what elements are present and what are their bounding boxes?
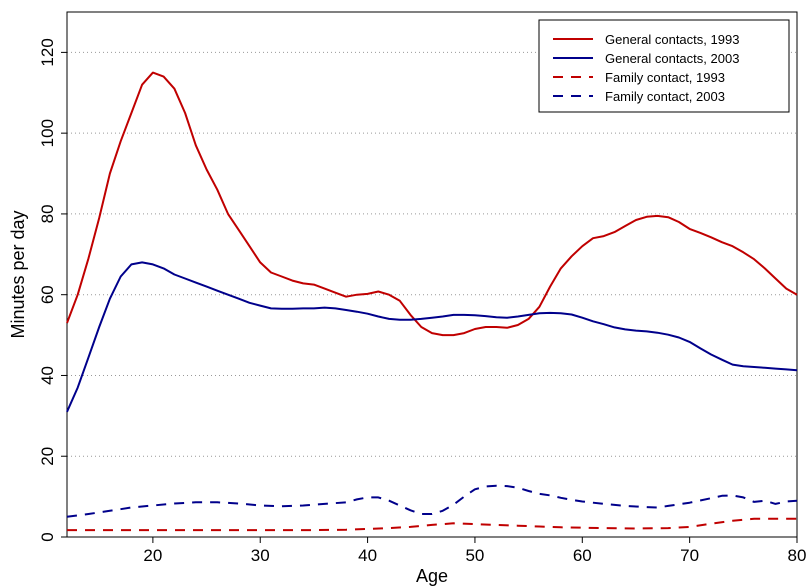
y-axis-title: Minutes per day	[8, 210, 28, 338]
plot-area-frame	[66, 11, 798, 538]
legend: General contacts, 1993 General contacts, …	[538, 19, 790, 113]
x-tick-label: 80	[788, 546, 807, 565]
legend-label: Family contact, 1993	[605, 70, 725, 85]
x-tick-label: 70	[680, 546, 699, 565]
series-layer	[66, 71, 798, 532]
series-line-1	[66, 71, 798, 337]
y-tick-label: 60	[38, 285, 57, 304]
series-line-4	[66, 484, 798, 518]
y-tick-label: 0	[38, 532, 57, 541]
y-tick-label: 100	[38, 119, 57, 147]
x-tick-label: 30	[251, 546, 270, 565]
x-axis: 20 30 40 50 60 70 80	[143, 537, 806, 565]
x-tick-label: 40	[358, 546, 377, 565]
y-tick-label: 80	[38, 204, 57, 223]
series-line-2	[66, 261, 798, 413]
y-tick-label: 40	[38, 366, 57, 385]
legend-label: General contacts, 1993	[605, 32, 739, 47]
x-tick-label: 50	[465, 546, 484, 565]
gridlines	[67, 51, 797, 457]
x-axis-title: Age	[416, 566, 448, 586]
legend-label: General contacts, 2003	[605, 51, 739, 66]
x-tick-label: 60	[573, 546, 592, 565]
y-axis: 0 20 40 60 80 100 120	[38, 38, 67, 542]
y-tick-label: 120	[38, 38, 57, 66]
x-tick-label: 20	[143, 546, 162, 565]
y-tick-label: 20	[38, 447, 57, 466]
legend-label: Family contact, 2003	[605, 89, 725, 104]
series-line-3	[67, 517, 797, 532]
